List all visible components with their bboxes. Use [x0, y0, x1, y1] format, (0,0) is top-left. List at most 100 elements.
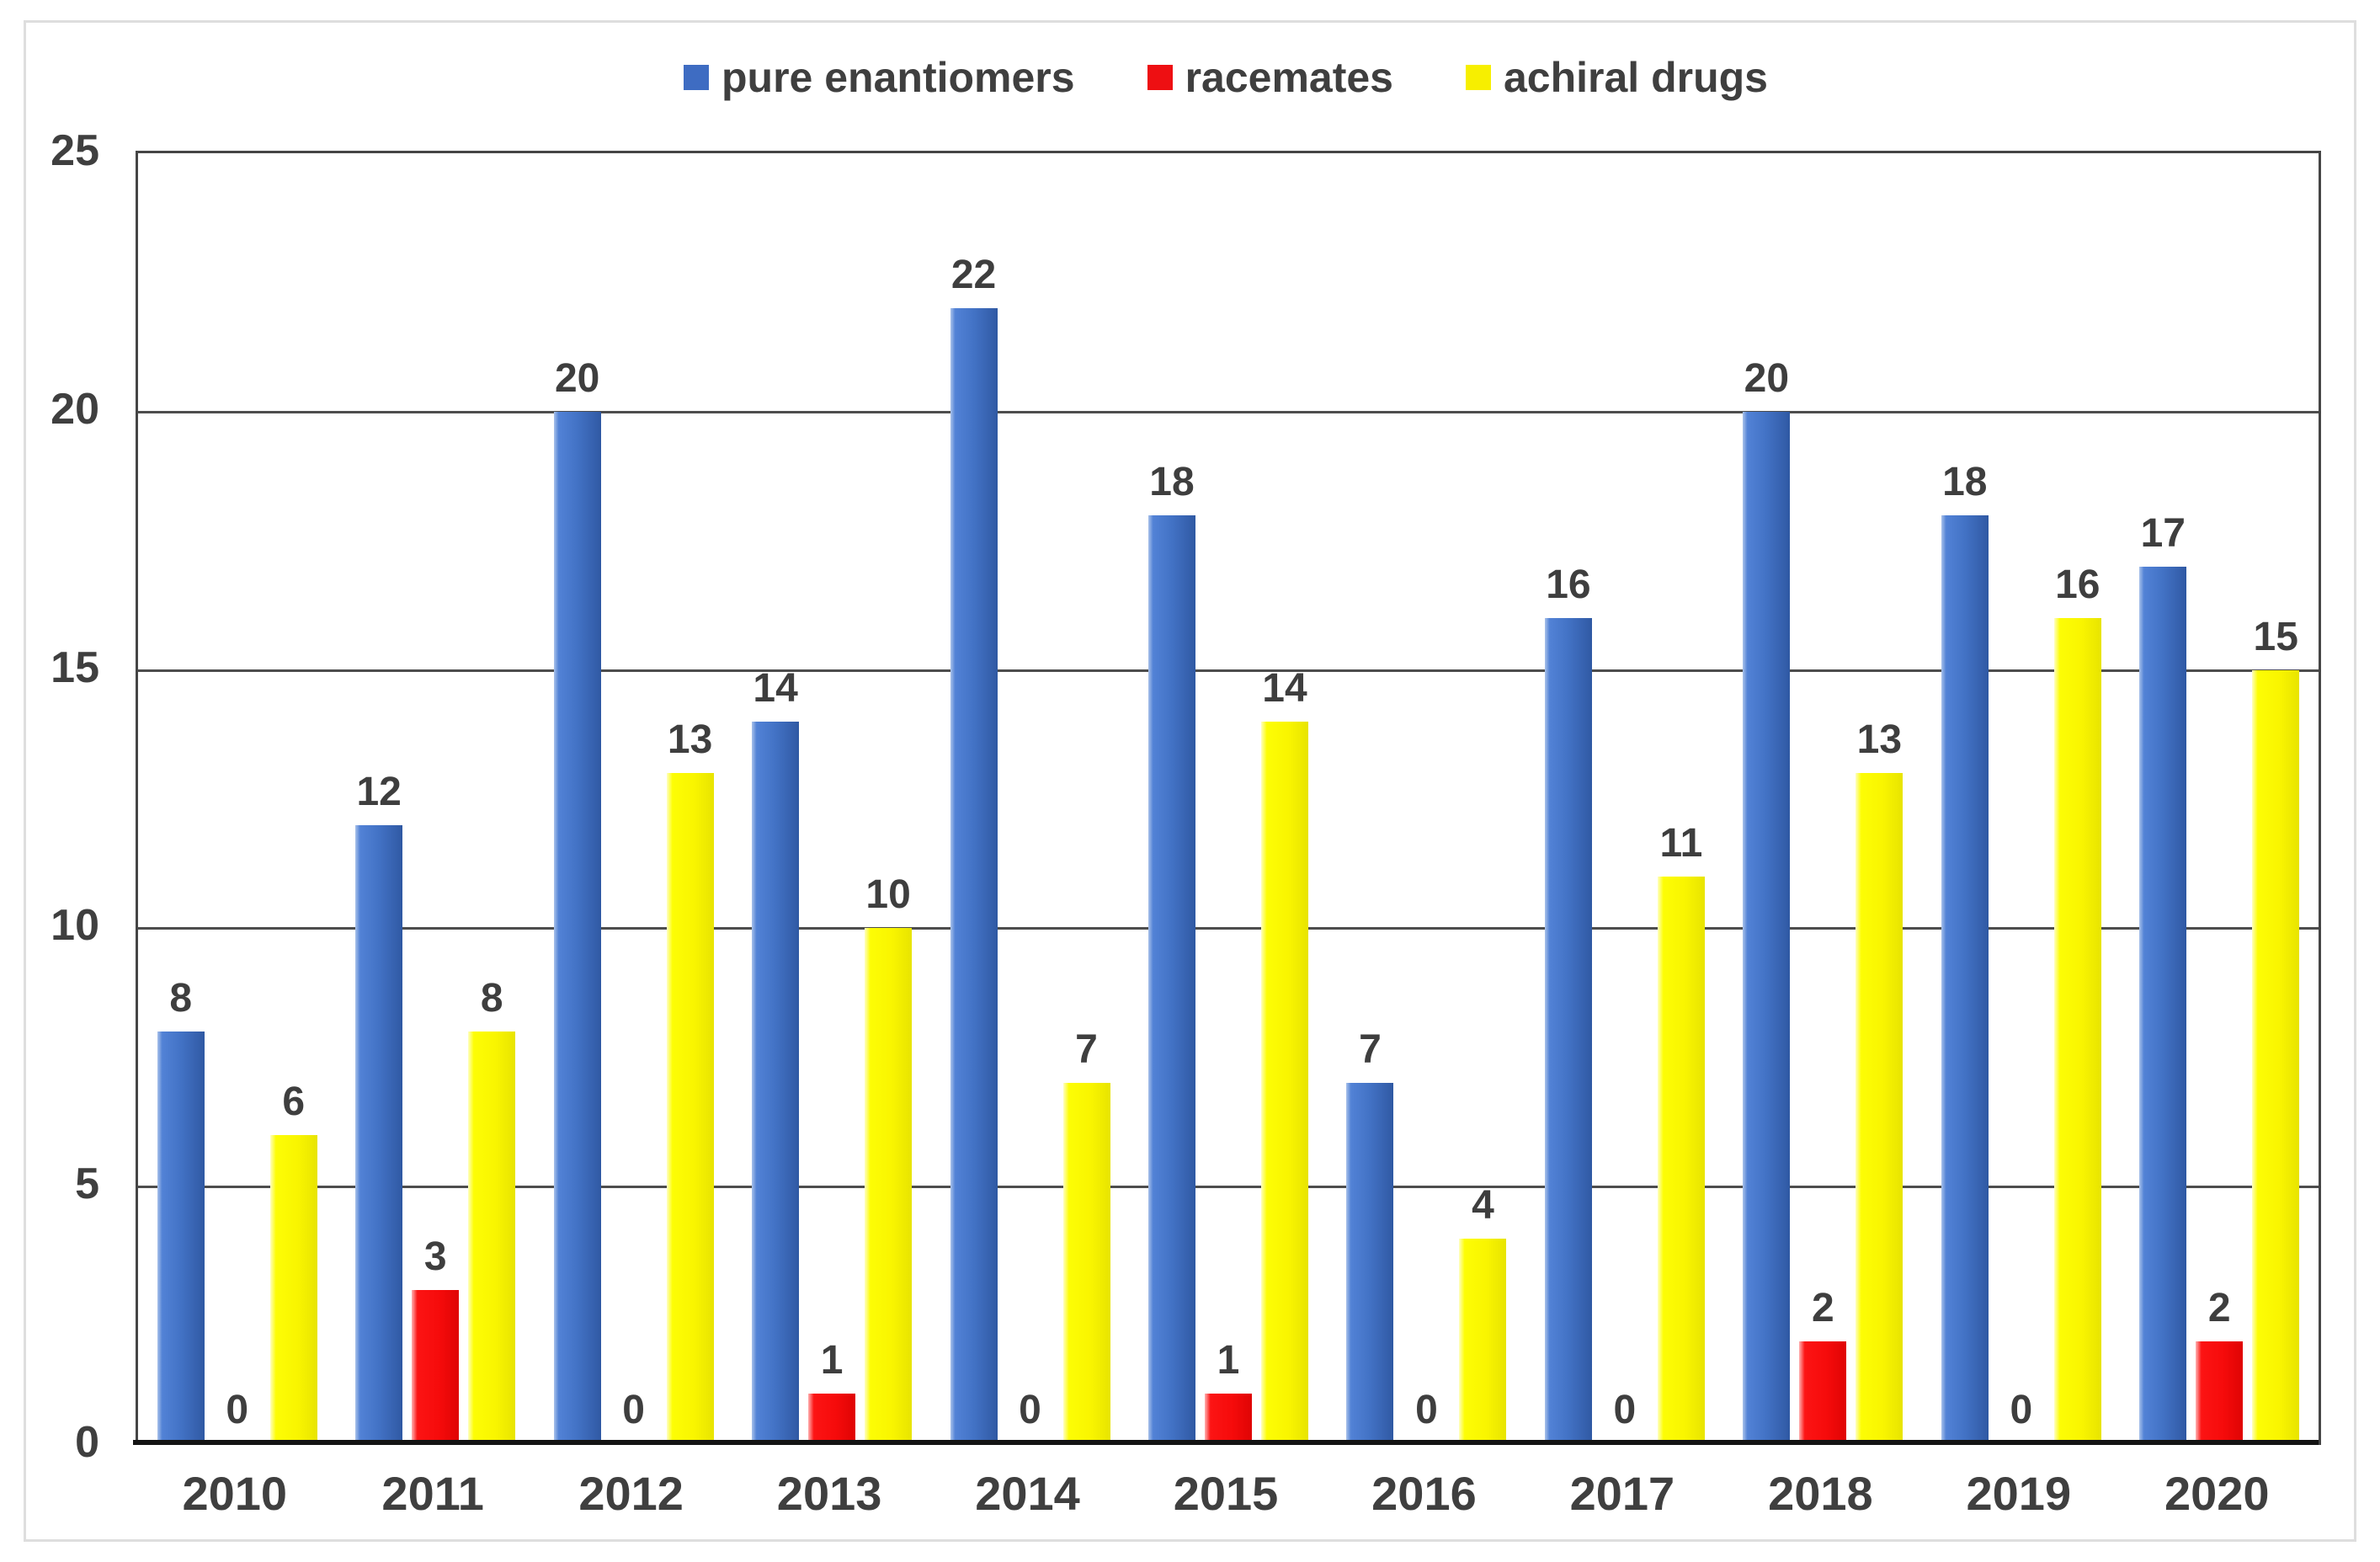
legend-swatch-red-icon	[1147, 65, 1173, 90]
x-tick-label-2018: 2018	[1768, 1467, 1873, 1520]
bar-achiral-drugs-2012	[666, 773, 714, 1445]
bar-value-label-racemates-2011: 3	[423, 1234, 447, 1279]
x-tick-label-2010: 2010	[182, 1467, 288, 1520]
bar-group-2011: 12 3 8	[336, 153, 534, 1445]
bar-pure-enantiomers-2015	[1147, 514, 1195, 1445]
bar-pure-enantiomers-2014	[950, 308, 998, 1445]
x-tick-label-2014: 2014	[975, 1467, 1080, 1520]
bar-value-label-achiral-drugs-2020: 15	[2253, 614, 2298, 659]
bar-value-label-racemates-2018: 2	[1811, 1286, 1834, 1331]
bar-pure-enantiomers-2013	[752, 721, 800, 1445]
gridline-20	[138, 410, 2319, 413]
bar-group-2016: 7 0 4	[1328, 153, 1525, 1445]
bar-group-2018: 20 2 13	[1724, 153, 1922, 1445]
y-tick-label-5: 5	[75, 1160, 99, 1209]
bar-racemates-2011	[412, 1289, 460, 1445]
bar-achiral-drugs-2019	[2053, 618, 2101, 1445]
legend-swatch-yellow-icon	[1465, 65, 1491, 90]
bar-value-label-racemates-2014: 0	[1019, 1388, 1041, 1432]
bar-value-label-pure-enantiomers-2015: 18	[1149, 459, 1195, 504]
bar-value-label-achiral-drugs-2010: 6	[282, 1079, 306, 1124]
bar-pure-enantiomers-2020	[2139, 566, 2187, 1445]
bar-value-label-racemates-2017: 0	[1613, 1388, 1637, 1432]
bar-value-label-achiral-drugs-2011: 8	[480, 976, 503, 1021]
bar-achiral-drugs-2017	[1657, 877, 1705, 1445]
x-axis-line	[133, 1440, 2319, 1445]
bar-value-label-pure-enantiomers-2016: 7	[1359, 1027, 1382, 1073]
legend-label-achiral-drugs: achiral drugs	[1503, 54, 1768, 101]
legend-item-achiral-drugs: achiral drugs	[1465, 49, 1768, 106]
chart-legend: pure enantiomers racemates achiral drugs	[136, 49, 2316, 106]
bar-value-label-pure-enantiomers-2017: 16	[1546, 562, 1591, 608]
bar-value-label-achiral-drugs-2017: 11	[1659, 821, 1703, 866]
bar-value-label-achiral-drugs-2019: 16	[2055, 562, 2100, 608]
x-tick-label-2016: 2016	[1371, 1467, 1477, 1520]
y-tick-label-0: 0	[75, 1418, 99, 1467]
bar-value-label-racemates-2013: 1	[820, 1337, 844, 1383]
bar-pure-enantiomers-2017	[1544, 618, 1592, 1445]
bar-achiral-drugs-2010	[269, 1134, 317, 1445]
bar-group-2012: 20 0 13	[535, 153, 732, 1445]
bar-pure-enantiomers-2010	[157, 1032, 205, 1445]
bar-value-label-achiral-drugs-2014: 7	[1075, 1027, 1098, 1073]
legend-label-racemates: racemates	[1185, 54, 1393, 101]
x-tick-label-2017: 2017	[1569, 1467, 1675, 1520]
bar-achiral-drugs-2015	[1260, 721, 1308, 1445]
x-tick-label-2011: 2011	[381, 1467, 484, 1520]
legend-swatch-blue-icon	[684, 65, 709, 90]
bar-value-label-pure-enantiomers-2013: 14	[753, 665, 798, 711]
bar-value-label-achiral-drugs-2016: 4	[1472, 1182, 1494, 1228]
bar-value-label-racemates-2015: 1	[1217, 1337, 1240, 1383]
bar-group-2010: 8 0 6	[138, 153, 336, 1445]
plot-area: 8 0 6 12 3 8 20 0 13 14 1 10 22 0 7 18 1 14 7 0 4 16 0 11 20 2 13 1…	[136, 151, 2321, 1445]
x-tick-label-2019: 2019	[1966, 1467, 2072, 1520]
bar-value-label-pure-enantiomers-2014: 22	[950, 253, 997, 298]
bar-value-label-pure-enantiomers-2020: 17	[2140, 510, 2186, 556]
gridline-15	[138, 669, 2319, 672]
bar-value-label-achiral-drugs-2013: 10	[865, 872, 911, 918]
x-axis-labels: 2010 2011 2012 2013 2014 2015 2016 2017 2018 2019…	[136, 1467, 2316, 1521]
bar-racemates-2015	[1204, 1393, 1252, 1445]
bar-achiral-drugs-2018	[1856, 773, 1903, 1445]
x-tick-label-2013: 2013	[776, 1467, 882, 1520]
gridline-5	[138, 1186, 2319, 1189]
bar-achiral-drugs-2013	[865, 928, 913, 1445]
bar-value-label-achiral-drugs-2012: 13	[667, 717, 713, 763]
bar-group-2015: 18 1 14	[1129, 153, 1327, 1445]
bar-group-2014: 22 0 7	[931, 153, 1129, 1445]
bar-group-2013: 14 1 10	[732, 153, 930, 1445]
bar-value-label-racemates-2010: 0	[226, 1388, 249, 1432]
bar-value-label-pure-enantiomers-2019: 18	[1942, 459, 1988, 504]
y-axis: 25 20 15 10 5 0	[0, 0, 99, 1562]
y-tick-label-15: 15	[51, 642, 99, 692]
bar-value-label-achiral-drugs-2015: 14	[1262, 665, 1307, 711]
bar-racemates-2018	[1799, 1341, 1847, 1445]
bar-value-label-achiral-drugs-2018: 13	[1856, 717, 1903, 763]
bar-value-label-racemates-2012: 0	[622, 1388, 645, 1432]
bar-group-2017: 16 0 11	[1525, 153, 1723, 1445]
bar-pure-enantiomers-2012	[553, 411, 601, 1445]
y-tick-label-10: 10	[51, 901, 99, 951]
bar-pure-enantiomers-2018	[1743, 411, 1791, 1445]
legend-label-pure-enantiomers: pure enantiomers	[721, 54, 1075, 101]
bar-achiral-drugs-2016	[1459, 1238, 1507, 1445]
x-tick-label-2020: 2020	[2164, 1467, 2270, 1520]
y-tick-label-25: 25	[51, 126, 99, 175]
bar-pure-enantiomers-2019	[1941, 514, 1989, 1445]
bar-value-label-pure-enantiomers-2010: 8	[169, 976, 193, 1021]
bar-group-2020: 17 2 15	[2121, 153, 2319, 1445]
y-tick-label-20: 20	[51, 384, 99, 434]
bar-value-label-pure-enantiomers-2011: 12	[356, 769, 402, 814]
bar-value-label-pure-enantiomers-2012: 20	[554, 355, 600, 401]
bar-racemates-2013	[808, 1393, 856, 1445]
bar-pure-enantiomers-2011	[355, 824, 403, 1445]
bar-racemates-2020	[2196, 1341, 2244, 1445]
bar-value-label-racemates-2020: 2	[2207, 1286, 2231, 1331]
bar-achiral-drugs-2014	[1062, 1083, 1110, 1445]
x-tick-label-2015: 2015	[1173, 1467, 1279, 1520]
legend-item-pure-enantiomers: pure enantiomers	[684, 49, 1075, 106]
bar-pure-enantiomers-2016	[1346, 1083, 1394, 1445]
bar-achiral-drugs-2020	[2252, 669, 2300, 1445]
bar-value-label-racemates-2016: 0	[1415, 1388, 1438, 1432]
